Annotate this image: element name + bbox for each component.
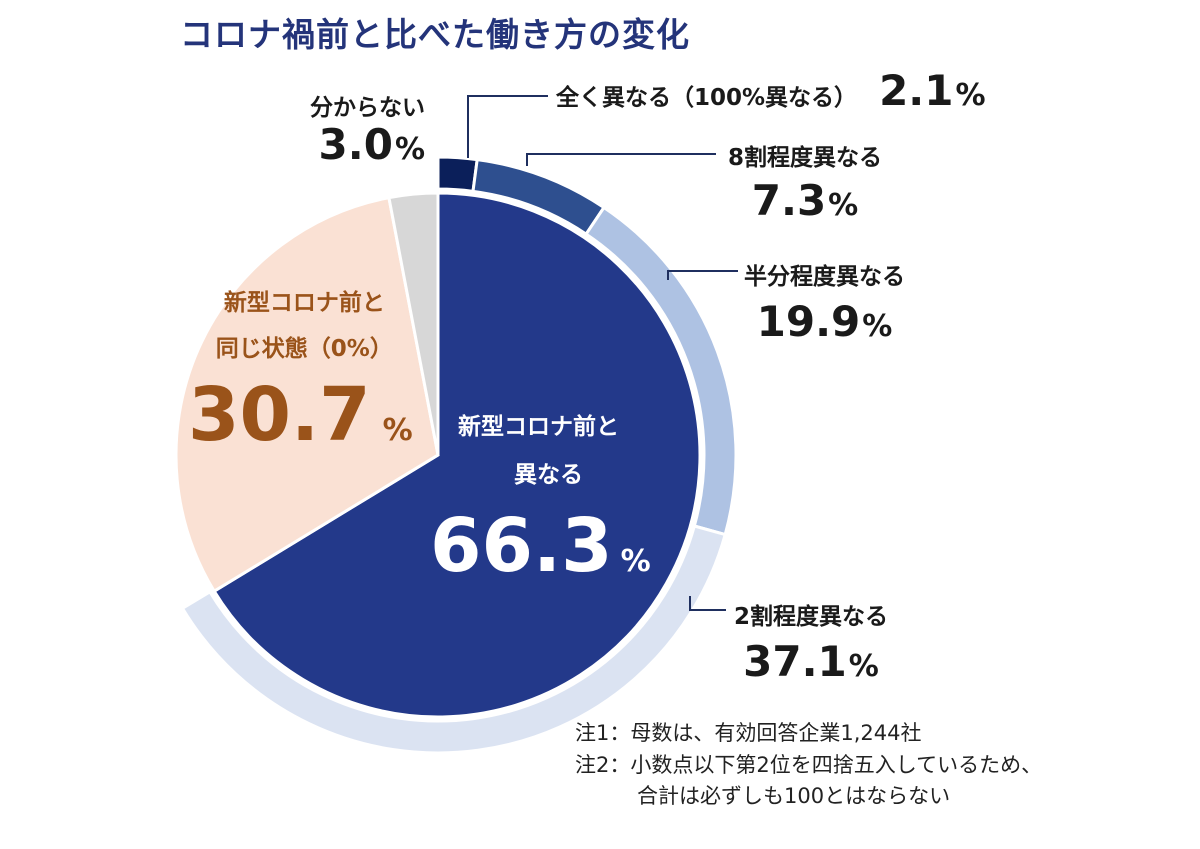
- label-all-different-unit: %: [955, 78, 986, 113]
- label-same: 新型コロナ前と 同じ状態（0%） 30.7%: [188, 280, 413, 452]
- label-unknown-unit: %: [394, 132, 425, 167]
- label-all-different-value: 2.1%: [879, 70, 985, 112]
- label-all-different-number: 2.1: [879, 66, 954, 115]
- chart-title: コロナ禍前と比べた働き方の変化: [180, 15, 690, 54]
- label-eighty: 8割程度異なる 7.3%: [728, 138, 882, 222]
- leader-line-half: [667, 270, 738, 280]
- label-different-name-1: 新型コロナ前と: [458, 414, 619, 440]
- label-all-different-name: 全く異なる（100%異なる）: [556, 85, 858, 111]
- ring-segment-twenty: [180, 524, 728, 755]
- label-unknown-name: 分からない: [310, 95, 425, 121]
- label-half-unit: %: [862, 309, 893, 344]
- ring-segment-all-different: [436, 155, 479, 193]
- label-different-value: 66.3%: [430, 509, 651, 583]
- pie-slice-same: [174, 195, 440, 594]
- label-eighty-number: 7.3: [751, 176, 827, 225]
- label-same-number: 30.7: [188, 372, 371, 458]
- label-twenty-name: 2割程度異なる: [734, 604, 889, 630]
- label-twenty-unit: %: [848, 649, 879, 684]
- label-different: 新型コロナ前と 異なる 66.3%: [430, 403, 651, 583]
- footnotes: 注1：母数は、有効回答企業1,244社 注2：小数点以下第2位を四捨五入している…: [575, 718, 1042, 813]
- label-eighty-value: 7.3%: [728, 180, 882, 222]
- label-twenty: 2割程度異なる 37.1%: [734, 597, 888, 683]
- label-unknown-number: 3.0: [318, 120, 393, 169]
- label-different-number: 66.3: [430, 503, 613, 589]
- label-twenty-number: 37.1: [743, 637, 847, 686]
- label-unknown: 分からない 3.0%: [310, 88, 425, 166]
- label-eighty-unit: %: [828, 188, 859, 223]
- label-same-unit: %: [382, 413, 413, 448]
- label-same-name-1: 新型コロナ前と: [223, 290, 385, 316]
- label-eighty-name: 8割程度異なる: [728, 145, 883, 171]
- label-different-unit: %: [620, 544, 651, 579]
- footnote-1: 注1：母数は、有効回答企業1,244社: [575, 721, 922, 745]
- leader-line-all-different: [467, 95, 548, 158]
- leader-line-eighty: [526, 153, 716, 166]
- label-twenty-value: 37.1%: [734, 641, 888, 683]
- pie-slice-different: [212, 191, 702, 719]
- footnote-2: 注2：小数点以下第2位を四捨五入しているため、: [575, 752, 1043, 777]
- label-half: 半分程度異なる 19.9%: [744, 257, 905, 343]
- pie-slice-unknown: [387, 191, 440, 456]
- leader-line-twenty: [689, 596, 726, 611]
- label-half-value: 19.9%: [744, 301, 905, 343]
- footnote-2-continued: 合計は必ずしも100とはならない: [637, 784, 951, 808]
- label-half-name: 半分程度異なる: [744, 264, 905, 290]
- label-same-name-2: 同じ状態（0%）: [215, 336, 393, 362]
- label-same-value: 30.7%: [188, 378, 413, 452]
- label-all-different: 全く異なる（100%異なる） 2.1%: [556, 70, 986, 112]
- label-unknown-value: 3.0%: [318, 124, 425, 166]
- label-different-name-2: 異なる: [514, 462, 583, 488]
- label-half-number: 19.9: [756, 297, 861, 346]
